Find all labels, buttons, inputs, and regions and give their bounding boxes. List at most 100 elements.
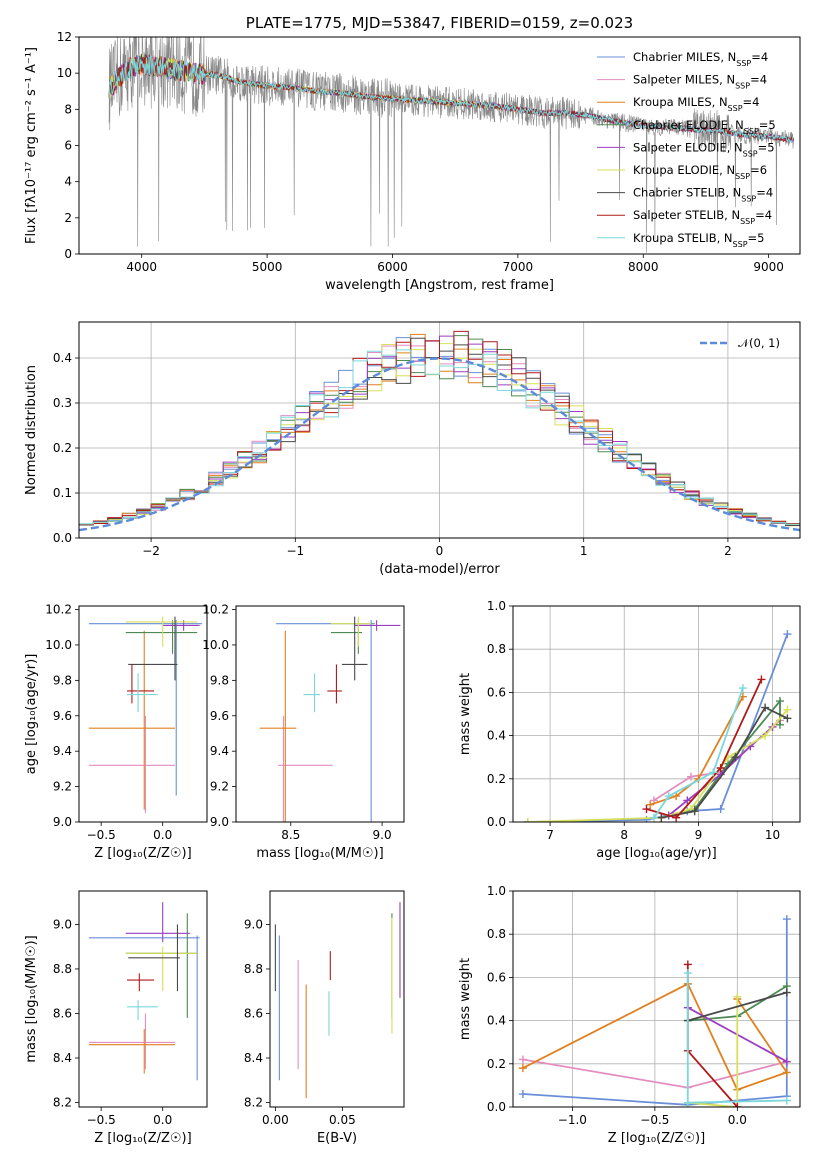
x-axis-label: E(B-V) [317,1131,357,1146]
y-tick-label: 8.6 [244,1006,263,1020]
weight-marker [683,1098,692,1107]
y-tick-label: 1.0 [487,599,506,613]
weight-marker [690,807,699,816]
weight-marker [518,1090,527,1099]
x-tick-label: 7000 [503,260,534,274]
panel-weight_vs_Z: −1.0 −0.5 0.0 0.0 0.2 0.4 0.6 0.8 1.0 Z [log₁₀(Z/… [458,884,801,1146]
weight-line-6 [527,709,789,822]
y-tick-label: 4 [64,175,72,189]
legend-entry: Chabrier STELIB, NSSP=4 [633,186,773,204]
x-tick-label: 5000 [252,260,283,274]
x-tick-label: 8 [620,828,628,842]
x-tick-label: −2 [142,544,160,558]
x-tick-label: 9000 [753,260,784,274]
x-tick-label: 9.0 [373,828,392,842]
x-tick-label: 0.0 [153,1113,172,1127]
y-tick-label: 10 [57,66,72,80]
y-tick-label: 0 [64,247,72,261]
spectrum-layer [108,37,795,253]
x-axis-label: Z [log₁₀(Z/Z☉)] [94,846,191,861]
panel-mass_vs_Z: −0.5 0.0 8.2 8.4 8.6 8.8 9.0 Z [log₁₀(Z/Z☉)] mas… [24,890,208,1146]
x-tick-label: −0.5 [640,1113,669,1127]
x-axis-label: Z [log₁₀(Z/Z☉)] [94,1131,191,1146]
weight-marker [686,772,695,781]
weight-marker [683,969,692,978]
weight-marker [523,818,532,822]
x-tick-label: 4000 [126,260,157,274]
legend-entry: Salpeter STELIB, NSSP=4 [633,208,772,226]
chart-title: PLATE=1775, MJD=53847, FIBERID=0159, z=0… [246,14,633,32]
x-tick-label: 1 [580,544,588,558]
axes-frame [512,605,801,823]
weight-line-9 [653,687,744,819]
legend-entry: Kroupa MILES, NSSP=4 [633,95,759,113]
weight-line-7 [687,991,788,1022]
y-tick-label: 8.8 [244,962,263,976]
errorbar-layer [88,616,203,814]
hist-layer [79,330,800,532]
legend-entry: Chabrier ELODIE, NSSP=5 [633,118,776,136]
y-tick-label: 8.6 [53,1006,72,1020]
weight-layer [518,915,791,1107]
weight-marker [783,714,792,723]
x-axis-label: age [log₁₀(age/yr)] [596,846,717,861]
y-tick-label: 8 [64,102,72,116]
panel-weight_vs_age: 7 8 9 10 0.0 0.2 0.4 0.6 0.8 1.0 age [log₁₀(age/yr… [458,599,801,861]
weight-marker [782,915,791,924]
x-tick-label: −1 [286,544,304,558]
legend-entry: Salpeter MILES, NSSP=4 [633,73,767,91]
errorbar-layer [259,616,401,822]
legend-entry: Kroupa STELIB, NSSP=5 [633,231,764,249]
errorbar-layer [274,902,401,1099]
y-tick-label: 0.6 [487,685,506,699]
y-tick-label: 0.1 [53,486,72,500]
y-axis-label: mass weight [458,673,473,755]
y-tick-label: 8.4 [244,1051,263,1065]
weight-marker [709,768,718,777]
y-tick-label: 6 [64,139,72,153]
y-tick-label: 10.0 [202,638,229,652]
x-tick-label: 8.5 [281,828,300,842]
weight-marker [672,813,681,822]
y-axis-label: Normed distribution [24,365,39,495]
weight-marker [733,992,742,1001]
y-tick-label: 12 [57,30,72,44]
weight-line-1 [527,633,789,822]
y-tick-label: 9.0 [244,917,263,931]
y-tick-label: 0.8 [487,642,506,656]
weight-marker [731,753,740,762]
x-tick-label: 2 [724,544,732,558]
y-tick-label: 2 [64,211,72,225]
y-tick-label: 9.6 [210,709,229,723]
y-tick-label: 0.4 [487,729,506,743]
axes-frame [235,605,405,823]
weight-marker [518,1064,527,1073]
y-tick-label: 9.6 [53,709,72,723]
y-tick-label: 9.8 [210,673,229,687]
weight-marker [672,792,681,801]
y-tick-label: 0.2 [487,772,506,786]
x-tick-label: 7 [546,828,554,842]
y-axis-label: age [log₁₀(age/yr)] [24,654,39,775]
axes-frame [78,605,208,823]
x-tick-label: 0.0 [728,1113,747,1127]
weight-marker [761,731,770,740]
weight-marker [642,805,651,814]
x-axis-label: wavelength [Angstrom, rest frame] [325,278,554,293]
weight-marker [775,697,784,706]
y-tick-label: 8.2 [244,1096,263,1110]
weight-marker [783,630,792,639]
panel-age_vs_mass: 8.5 9.0 9.0 9.2 9.4 9.6 9.8 10.0 10.2 mass [log₁₀… [202,603,405,861]
y-tick-label: 1.0 [487,884,506,898]
weight-marker [716,805,725,814]
x-tick-label: −0.5 [87,1113,116,1127]
errorbar-layer [88,902,200,1081]
y-axis-label: mass weight [458,958,473,1040]
weight-marker [683,796,692,805]
panel-mass_vs_ebv: 0.00 0.05 8.2 8.4 8.6 8.8 9.0 E(B-V) [244,890,405,1146]
weight-line-3 [649,696,744,806]
weight-marker [761,703,770,712]
y-tick-label: 0.2 [53,441,72,455]
weight-marker [783,705,792,714]
y-tick-label: 9.4 [53,744,72,758]
